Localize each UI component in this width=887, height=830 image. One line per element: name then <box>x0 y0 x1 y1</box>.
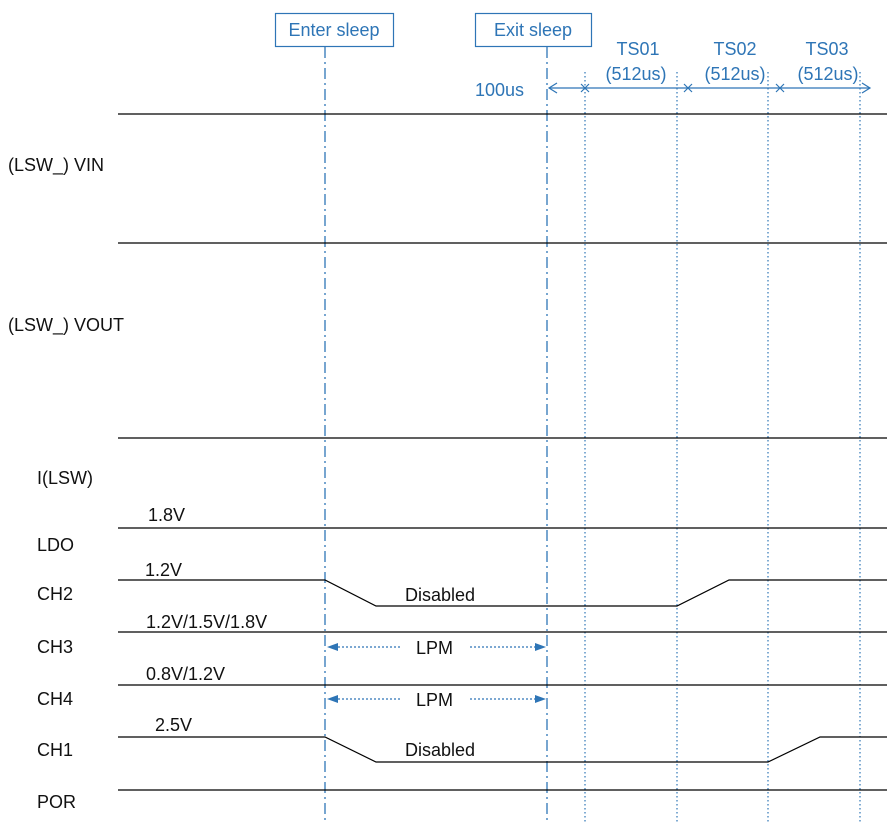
ch1-trace: 2.5V Disabled <box>118 715 887 763</box>
signal-name-ilsw: I(LSW) <box>37 468 93 488</box>
ch2-waveform <box>118 579 887 607</box>
enter-sleep-marker: Enter sleep <box>274 12 395 822</box>
ch3-trace: 1.2V/1.5V/1.8V LPM <box>118 612 887 658</box>
exit-sleep-box <box>474 12 593 48</box>
slot-ts03-duration: (512us) <box>797 64 858 84</box>
enter-sleep-box <box>274 12 395 48</box>
delay-label: 100us <box>475 80 524 100</box>
timing-arrow-right-head <box>861 82 872 94</box>
signal-name-vin: (LSW_) VIN <box>8 155 104 176</box>
signal-name-ch4: CH4 <box>37 689 73 709</box>
signal-name-ch3: CH3 <box>37 637 73 657</box>
signal-name-ch1: CH1 <box>37 740 73 760</box>
slot-ts02-duration: (512us) <box>704 64 765 84</box>
slot-ts02-name: TS02 <box>713 39 756 59</box>
timing-tick-1 <box>580 83 590 93</box>
ldo-level-label: 1.8V <box>148 505 185 525</box>
ch4-level-label: 0.8V/1.2V <box>146 664 225 684</box>
ch3-lpm-arrow: LPM <box>327 638 546 658</box>
enter-sleep-label: Enter sleep <box>288 20 379 40</box>
ch2-state-label: Disabled <box>405 585 475 605</box>
row-separators <box>118 113 887 439</box>
ch1-level-label: 2.5V <box>155 715 192 735</box>
signal-name-ch2: CH2 <box>37 584 73 604</box>
ch4-trace: 0.8V/1.2V LPM <box>118 664 887 710</box>
ch4-state-label: LPM <box>416 690 453 710</box>
slot-labels: 100us TS01 (512us) TS02 (512us) TS03 (51… <box>475 39 859 100</box>
exit-sleep-label: Exit sleep <box>494 20 572 40</box>
ch3-lpm-arrow-left-head <box>327 643 338 651</box>
exit-sleep-marker: Exit sleep <box>474 12 593 822</box>
slot-ts01-name: TS01 <box>616 39 659 59</box>
timing-arrow <box>547 82 872 94</box>
slot-boundaries <box>584 72 861 822</box>
signal-name-vout: (LSW_) VOUT <box>8 315 124 336</box>
ch1-waveform <box>118 736 887 763</box>
ch3-state-label: LPM <box>416 638 453 658</box>
ch4-lpm-arrow-right-head <box>535 695 546 703</box>
ch1-state-label: Disabled <box>405 740 475 760</box>
ch4-lpm-arrow: LPM <box>327 690 546 710</box>
signal-name-por: POR <box>37 792 76 812</box>
ldo-trace: 1.8V <box>118 505 887 529</box>
slot-ts01-duration: (512us) <box>605 64 666 84</box>
slot-ts03-name: TS03 <box>805 39 848 59</box>
ch2-trace: 1.2V Disabled <box>118 560 887 607</box>
timing-tick-2 <box>683 83 693 93</box>
timing-tick-3 <box>775 83 785 93</box>
timing-arrow-left-head <box>547 82 558 94</box>
ch4-lpm-arrow-left-head <box>327 695 338 703</box>
signal-names: (LSW_) VIN (LSW_) VOUT I(LSW) LDO CH2 CH… <box>8 155 124 812</box>
signal-name-ldo: LDO <box>37 535 74 555</box>
ch2-level-label: 1.2V <box>145 560 182 580</box>
ch3-lpm-arrow-right-head <box>535 643 546 651</box>
ch3-level-label: 1.2V/1.5V/1.8V <box>146 612 267 632</box>
